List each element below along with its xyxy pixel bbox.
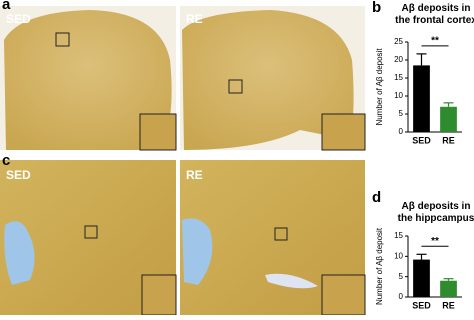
- x-tick-label: RE: [442, 135, 455, 145]
- image-label: SED: [6, 12, 31, 26]
- image-a-sed: [0, 6, 177, 151]
- y-tick-label: 20: [394, 55, 403, 64]
- image-label: RE: [186, 12, 203, 26]
- panel-label: b: [372, 0, 381, 16]
- y-tick-label: 25: [394, 37, 403, 46]
- chart-title: Aβ deposits in the frontal cortex: [395, 3, 474, 26]
- panel-label: d: [372, 189, 381, 206]
- x-tick-label: SED: [412, 300, 431, 310]
- bar: [413, 65, 430, 132]
- y-tick-label: 0: [399, 292, 404, 301]
- panel-label: c: [2, 152, 10, 169]
- y-tick-label: 10: [394, 251, 403, 260]
- x-tick-label: SED: [412, 135, 431, 145]
- bar: [413, 259, 430, 297]
- image-c-sed: [0, 160, 177, 316]
- y-tick-label: 5: [399, 272, 404, 281]
- y-tick-label: 0: [399, 127, 404, 136]
- y-axis-label: Number of Aβ deposit: [375, 227, 384, 305]
- chart-title: Aβ deposits in the hippcampus: [398, 201, 474, 224]
- image-label: RE: [186, 168, 203, 182]
- y-tick-label: 15: [394, 73, 403, 82]
- image-label: SED: [6, 168, 31, 182]
- y-tick-label: 15: [394, 231, 403, 240]
- significance: **: [431, 36, 439, 47]
- image-a-re: [180, 6, 366, 151]
- x-tick-label: RE: [442, 300, 455, 310]
- y-tick-label: 5: [399, 109, 404, 118]
- y-axis-label: Number of Aβ deposit: [375, 48, 384, 126]
- significance: **: [431, 236, 439, 247]
- panel-label: a: [2, 0, 11, 13]
- image-c-re: [180, 160, 366, 316]
- bar: [440, 106, 457, 132]
- bar: [440, 280, 457, 297]
- y-tick-label: 10: [394, 91, 403, 100]
